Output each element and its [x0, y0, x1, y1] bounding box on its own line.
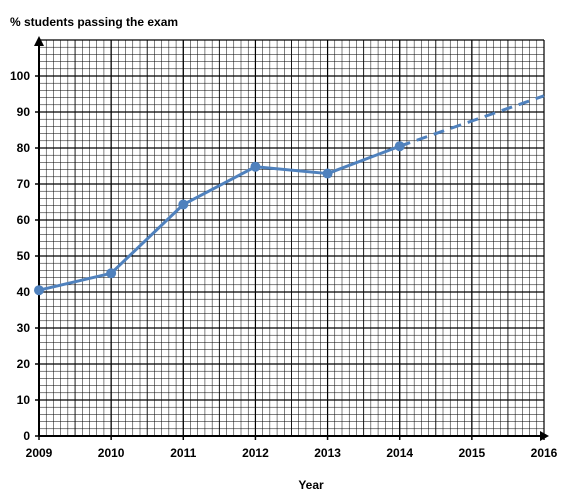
y-axis-title: % students passing the exam — [10, 15, 178, 29]
y-tick-label: 30 — [17, 321, 31, 335]
x-tick-label: 2011 — [170, 446, 196, 460]
y-tick-label: 60 — [17, 213, 31, 227]
y-tick-label: 50 — [17, 249, 31, 263]
minor-gridlines — [38, 39, 545, 437]
x-tick-label: 2012 — [242, 446, 269, 460]
data-point — [106, 268, 117, 279]
x-tick-label: 2014 — [386, 446, 413, 460]
projected-series-line — [399, 94, 545, 148]
data-point — [322, 168, 333, 179]
data-point — [250, 161, 261, 172]
y-tick-label: 90 — [17, 105, 31, 119]
data-point — [178, 199, 189, 210]
series-layer — [34, 94, 545, 296]
tick-labels: 0 10 20 30 40 50 60 70 80 90 100 2009 2010 2011 2012 20… — [10, 69, 558, 460]
y-tick-label: 10 — [17, 393, 31, 407]
y-tick-label: 20 — [17, 357, 31, 371]
data-point — [34, 285, 44, 296]
y-tick-label: 100 — [10, 69, 30, 83]
y-tick-label: 0 — [23, 429, 30, 443]
x-tick-label: 2009 — [26, 446, 53, 460]
series-line — [38, 144, 401, 292]
x-tick-label: 2016 — [531, 446, 558, 460]
axes — [34, 36, 549, 441]
major-gridlines — [38, 39, 545, 436]
x-axis-title: Year — [298, 478, 324, 492]
y-tick-label: 80 — [17, 141, 31, 155]
x-tick-label: 2015 — [459, 446, 486, 460]
x-tick-label: 2010 — [98, 446, 125, 460]
x-tick-label: 2013 — [314, 446, 341, 460]
y-axis-arrow — [34, 36, 44, 46]
y-tick-label: 70 — [17, 177, 31, 191]
y-tick-label: 40 — [17, 285, 31, 299]
